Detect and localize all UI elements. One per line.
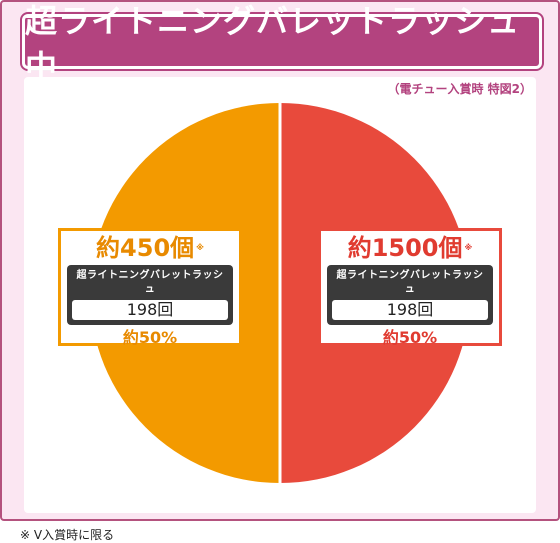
mode-count: 198回 [332, 300, 488, 320]
note-mark: ※ [196, 243, 204, 252]
footnote: ※ V入賞時に限る [20, 528, 115, 542]
mode-label: 超ライトニングバレットラッシュ [76, 270, 224, 295]
mode-panel: 超ライトニングバレットラッシュ 198回 [67, 265, 233, 325]
payout-amount-label: 約1500個 ※ [321, 233, 499, 263]
payout-box-450: 約450個 ※ 超ライトニングバレットラッシュ 198回 約50% [58, 228, 242, 347]
payout-box-1500: 約1500個 ※ 超ライトニングバレットラッシュ 198回 約50% [318, 228, 502, 347]
mode-label: 超ライトニングバレットラッシュ [336, 270, 484, 295]
payout-amount-label: 約450個 ※ [61, 233, 239, 263]
note-mark: ※ [464, 243, 473, 252]
mode-panel: 超ライトニングバレットラッシュ 198回 [327, 265, 493, 325]
payout-amount: 約1500個 [347, 234, 463, 262]
chart-subtitle: （電チュー入賞時 特図2） [387, 82, 532, 96]
payout-amount: 約450個 [96, 234, 195, 262]
probability: 約50% [382, 328, 438, 347]
mode-count: 198回 [72, 300, 228, 320]
probability: 約50% [122, 328, 178, 347]
